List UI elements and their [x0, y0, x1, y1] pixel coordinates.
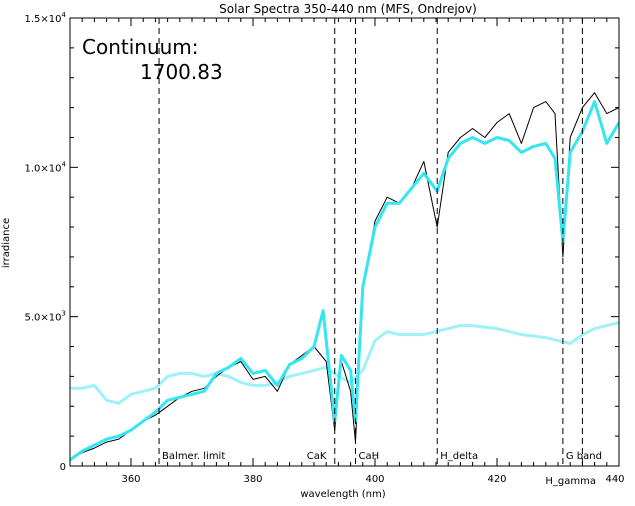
- series-line-2: [70, 321, 619, 405]
- x-tick-label-3: 420: [487, 474, 506, 485]
- axes: 360 380 400 420 440 0 5.0×103 1.0×104 1.5×104: [25, 11, 625, 485]
- continuum-value: 1700.83: [140, 60, 223, 84]
- reference-lines: Balmer. limit CaK CaH H_delta G band H_gamma: [158, 18, 602, 487]
- reference-label-5: H_gamma: [545, 476, 596, 487]
- plot-area: [69, 92, 620, 462]
- series-line-1: [70, 100, 619, 462]
- x-tick-label-4: 440: [605, 474, 624, 485]
- reference-label-2: CaH: [358, 451, 379, 462]
- y-axis-title: irradiance: [1, 218, 12, 268]
- x-tick-label-2: 400: [365, 474, 384, 485]
- reference-label-1: CaK: [307, 451, 327, 462]
- continuum-label: Continuum:: [82, 35, 199, 59]
- x-tick-label-1: 380: [243, 474, 262, 485]
- reference-label-3: H_delta: [440, 451, 478, 462]
- y-tick-label-0: 0: [60, 462, 66, 473]
- x-axis-title: wavelength (nm): [300, 489, 385, 500]
- plot-frame: [69, 17, 620, 467]
- series-line-0: [70, 92, 619, 461]
- chart-title: Solar Spectra 350-440 nm (MFS, Ondrejov): [219, 2, 477, 16]
- reference-label-4: G band: [566, 451, 602, 462]
- y-tick-label-1: 5.0×103: [25, 310, 66, 324]
- y-tick-label-2: 1.0×104: [25, 160, 67, 174]
- x-tick-label-0: 360: [121, 474, 140, 485]
- y-tick-label-3: 1.5×104: [25, 11, 67, 25]
- reference-label-0: Balmer. limit: [162, 451, 225, 462]
